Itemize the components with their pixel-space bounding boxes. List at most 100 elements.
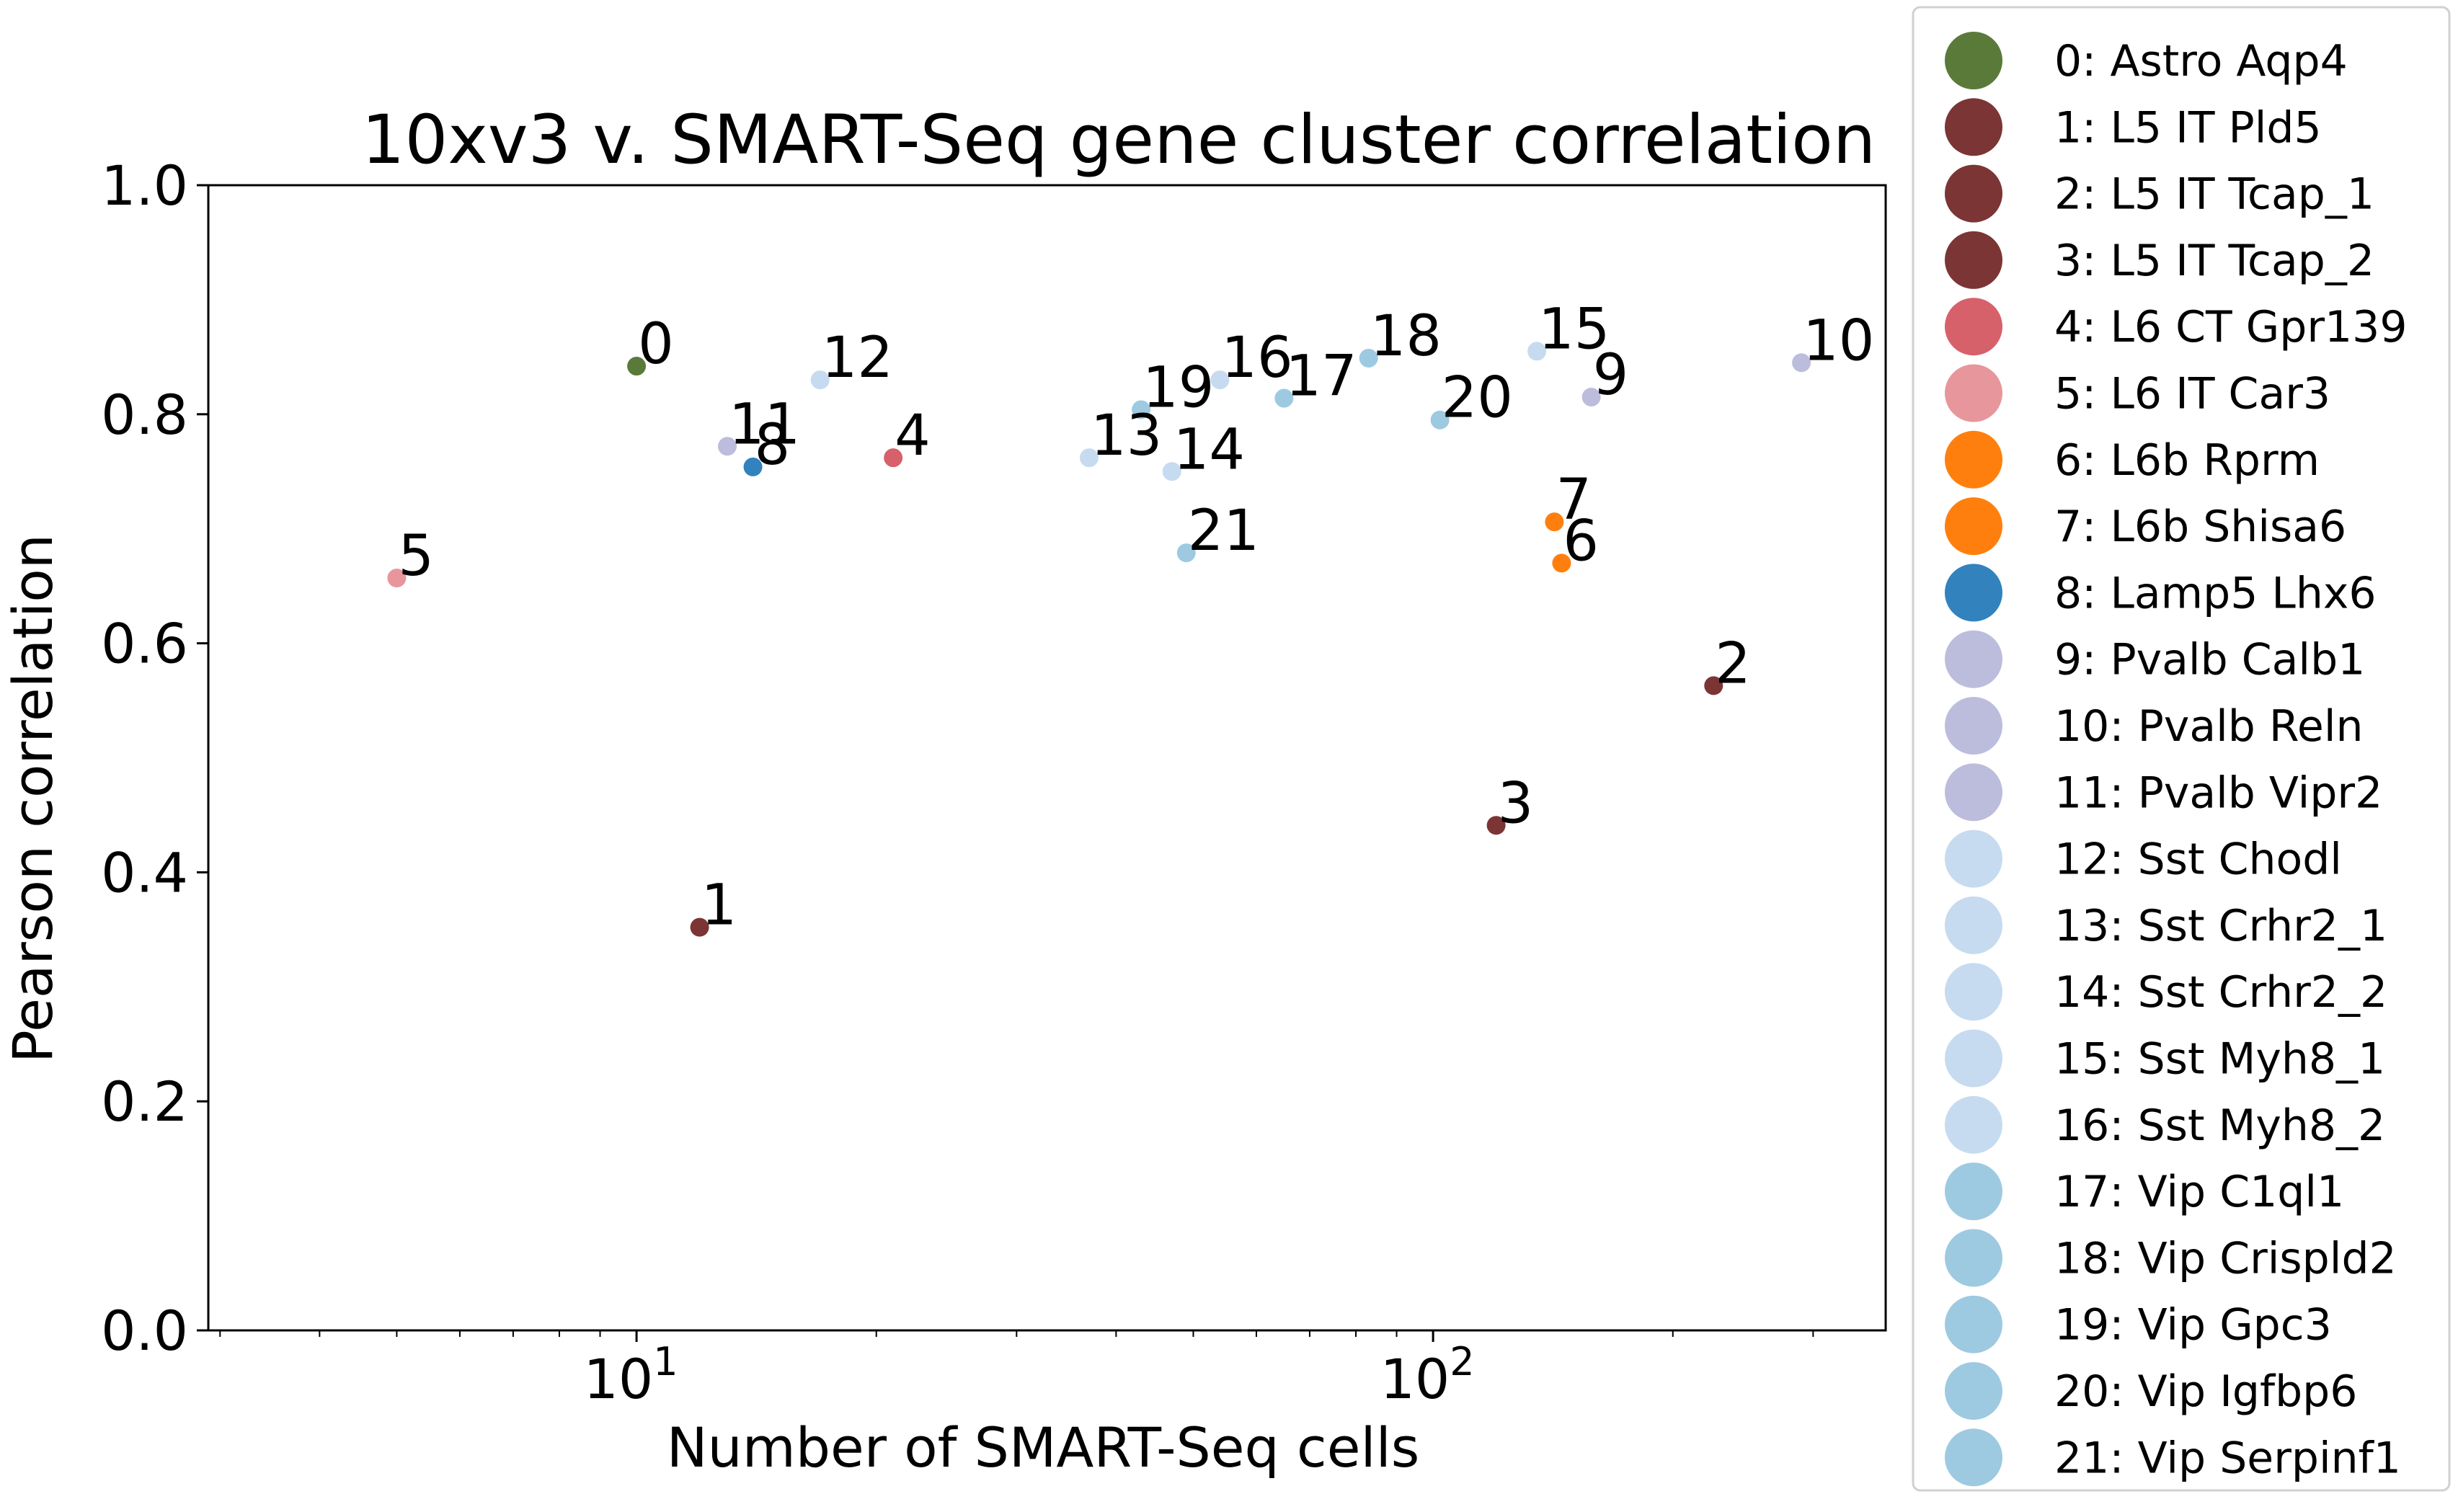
y-tick-label: 0.4 xyxy=(101,840,188,904)
data-point-2 xyxy=(1704,676,1723,695)
legend-label-15: 15: Sst Myh8_1 xyxy=(2054,1034,2385,1085)
data-points xyxy=(387,342,1811,937)
point-label-11: 11 xyxy=(729,392,800,457)
point-label-21: 21 xyxy=(1188,499,1259,564)
legend-label-21: 21: Vip Serpinf1 xyxy=(2054,1433,2401,1483)
legend-label-2: 2: L5 IT Tcap_1 xyxy=(2054,169,2374,220)
legend-marker-7 xyxy=(1945,497,2002,556)
legend-marker-21 xyxy=(1945,1428,2002,1487)
legend-label-3: 3: L5 IT Tcap_2 xyxy=(2054,236,2374,286)
plot-area-frame xyxy=(207,184,1887,1332)
point-label-4: 4 xyxy=(895,404,931,468)
data-point-4 xyxy=(884,448,903,468)
y-axis-label: Pearson correlation xyxy=(1,534,65,1063)
legend-marker-14 xyxy=(1945,963,2002,1021)
y-tick-label: 0.0 xyxy=(101,1299,188,1363)
legend-marker-16 xyxy=(1945,1095,2002,1154)
legend-label-1: 1: L5 IT Pld5 xyxy=(2054,102,2322,153)
x-tick-label: 101 xyxy=(584,1339,678,1411)
x-axis-label: Number of SMART-Seq cells xyxy=(667,1415,1420,1480)
point-label-14: 14 xyxy=(1173,417,1245,482)
legend-marker-0 xyxy=(1945,32,2002,89)
point-label-8: 8 xyxy=(755,413,791,478)
legend-marker-17 xyxy=(1945,1162,2002,1221)
y-tick-label: 0.8 xyxy=(101,383,188,447)
legend-marker-9 xyxy=(1945,630,2002,688)
legend-label-10: 10: Pvalb Reln xyxy=(2054,701,2364,752)
legend-marker-10 xyxy=(1945,697,2002,755)
legend-box xyxy=(1912,6,2451,1492)
data-point-12 xyxy=(810,370,830,390)
data-point-16 xyxy=(1210,370,1230,390)
data-point-5 xyxy=(387,569,407,588)
legend-marker-8 xyxy=(1945,564,2002,622)
point-label-9: 9 xyxy=(1593,343,1629,408)
point-label-17: 17 xyxy=(1285,344,1357,409)
legend-label-11: 11: Pvalb Vipr2 xyxy=(2054,768,2382,818)
data-point-18 xyxy=(1359,348,1378,368)
legend-label-13: 13: Sst Crhr2_1 xyxy=(2054,901,2387,951)
legend-marker-19 xyxy=(1945,1295,2002,1353)
data-point-15 xyxy=(1527,342,1547,361)
point-label-2: 2 xyxy=(1715,631,1751,696)
point-label-16: 16 xyxy=(1221,326,1292,391)
legend-marker-1 xyxy=(1945,98,2002,156)
legend-label-5: 5: L6 IT Car3 xyxy=(2054,369,2330,419)
point-label-5: 5 xyxy=(398,524,434,589)
data-point-6 xyxy=(1552,553,1571,573)
legend-label-17: 17: Vip C1ql1 xyxy=(2054,1167,2344,1217)
legend-label-0: 0: Astro Aqp4 xyxy=(2054,36,2348,86)
data-point-9 xyxy=(1581,387,1601,406)
point-label-1: 1 xyxy=(701,873,737,938)
data-point-0 xyxy=(627,357,647,376)
legend-label-19: 19: Vip Gpc3 xyxy=(2054,1300,2332,1351)
legend-marker-12 xyxy=(1945,830,2002,888)
chart-title: 10xv3 v. SMART-Seq gene cluster correlat… xyxy=(362,101,1876,179)
legend-label-7: 7: L6b Shisa6 xyxy=(2054,502,2346,552)
point-label-19: 19 xyxy=(1143,355,1214,420)
data-point-20 xyxy=(1430,410,1450,430)
data-point-11 xyxy=(717,437,737,456)
legend-marker-20 xyxy=(1945,1362,2002,1420)
legend-marker-5 xyxy=(1945,364,2002,422)
point-label-10: 10 xyxy=(1803,308,1874,373)
legend-marker-18 xyxy=(1945,1229,2002,1287)
legend-marker-2 xyxy=(1945,164,2002,223)
point-label-20: 20 xyxy=(1442,366,1513,431)
legend-items: 0: Astro Aqp4 1: L5 IT Pld5 2: L5 IT Tcap_… xyxy=(1945,32,2408,1487)
x-axis-ticks: 101 102 xyxy=(584,1330,1475,1411)
y-tick-label: 1.0 xyxy=(101,154,188,218)
legend-label-9: 9: Pvalb Calb1 xyxy=(2054,635,2365,685)
point-label-13: 13 xyxy=(1091,404,1162,468)
legend-label-16: 16: Sst Myh8_2 xyxy=(2054,1100,2385,1151)
legend-marker-4 xyxy=(1945,298,2002,356)
legend-label-12: 12: Sst Chodl xyxy=(2054,835,2342,885)
legend-label-6: 6: L6b Rprm xyxy=(2054,435,2320,486)
legend-marker-13 xyxy=(1945,896,2002,954)
point-label-6: 6 xyxy=(1563,509,1599,574)
point-label-3: 3 xyxy=(1498,771,1534,836)
legend-label-4: 4: L6 CT Gpr139 xyxy=(2054,302,2408,352)
legend-label-8: 8: Lamp5 Lhx6 xyxy=(2054,568,2377,618)
data-point-8 xyxy=(743,457,763,476)
data-point-14 xyxy=(1162,462,1181,481)
point-label-15: 15 xyxy=(1538,297,1610,362)
data-point-19 xyxy=(1132,400,1151,419)
data-point-21 xyxy=(1176,543,1196,563)
point-label-7: 7 xyxy=(1556,468,1592,533)
point-label-0: 0 xyxy=(638,312,674,377)
legend-label-20: 20: Vip Igfbp6 xyxy=(2054,1366,2357,1417)
data-point-3 xyxy=(1486,816,1506,835)
y-tick-label: 0.2 xyxy=(101,1069,188,1134)
point-label-18: 18 xyxy=(1370,304,1442,369)
data-point-7 xyxy=(1545,512,1564,532)
data-point-13 xyxy=(1079,448,1099,468)
legend: 0: Astro Aqp4 1: L5 IT Pld5 2: L5 IT Tcap_… xyxy=(1912,6,2451,1492)
y-tick-label: 0.6 xyxy=(101,612,188,676)
legend-label-14: 14: Sst Crhr2_2 xyxy=(2054,967,2387,1018)
legend-marker-3 xyxy=(1945,231,2002,289)
legend-marker-6 xyxy=(1945,430,2002,489)
data-point-17 xyxy=(1274,388,1294,408)
